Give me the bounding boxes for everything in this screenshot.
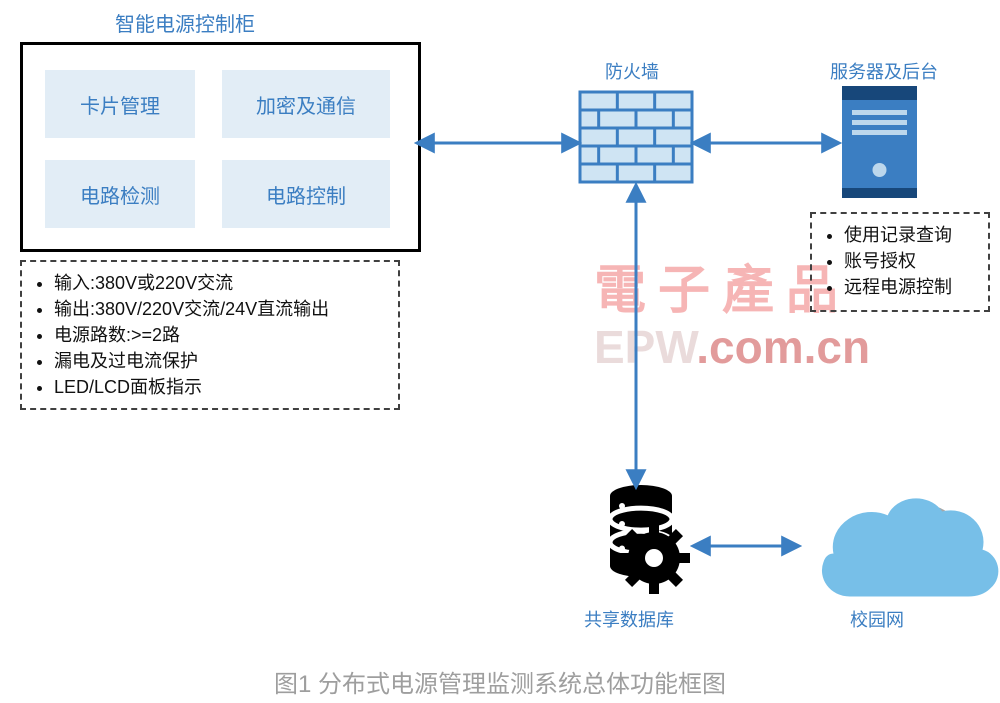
server-icon — [842, 86, 917, 198]
edges-group — [418, 143, 838, 546]
firewall-icon — [580, 92, 692, 182]
database-icon — [610, 485, 690, 594]
diagram-canvas: 電子產品 EPW.com.cn 智能电源控制柜 卡片管理 加密及通信 电路检测 … — [0, 0, 1000, 703]
cloud-icon — [822, 499, 997, 596]
network-svg — [0, 0, 1000, 703]
